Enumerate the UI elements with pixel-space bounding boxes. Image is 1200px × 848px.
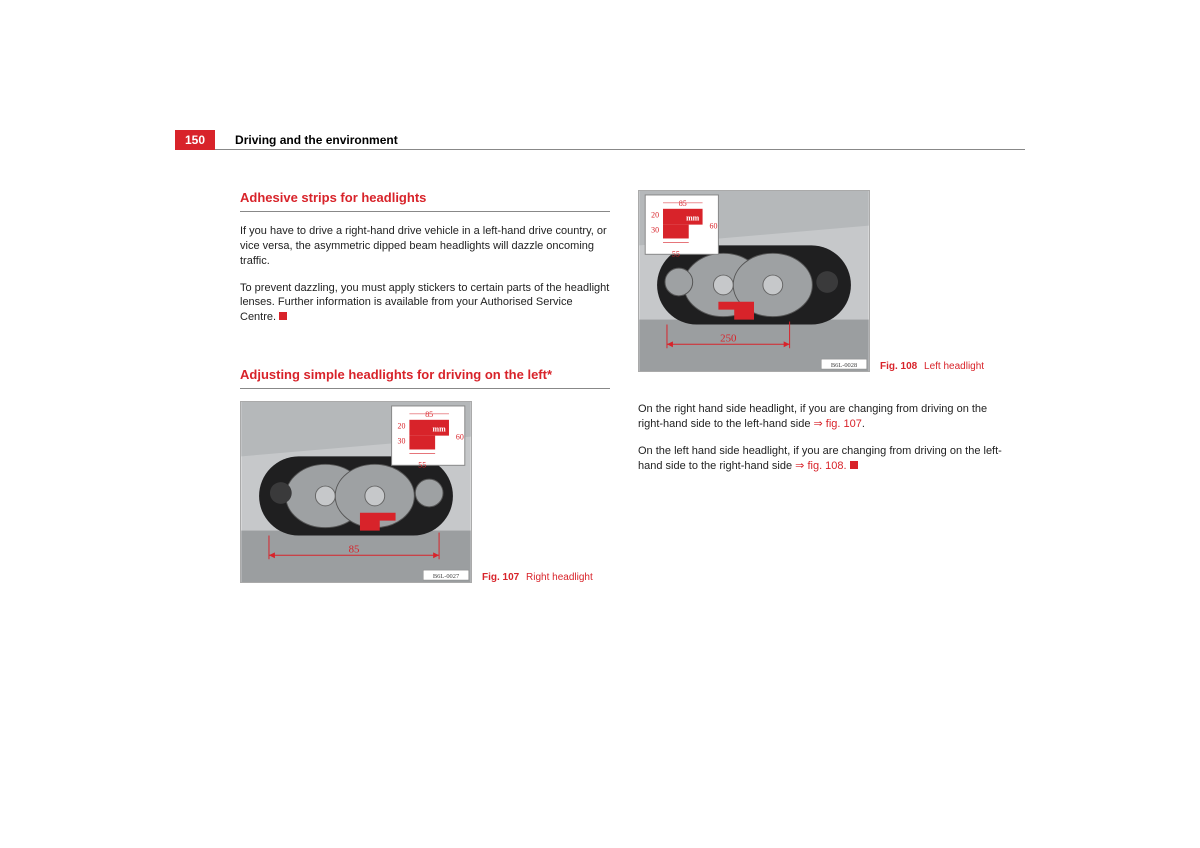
page-number: 150 (175, 130, 215, 150)
svg-text:B6L-0027: B6L-0027 (433, 573, 460, 580)
figure-number: Fig. 108 (880, 361, 917, 372)
svg-text:mm: mm (686, 214, 700, 223)
svg-text:250: 250 (720, 332, 737, 344)
right-column: 250 B6L-0028 mm 85 55 20 30 60 Fig. 108 Left he… (638, 190, 1008, 595)
heading-adjusting-headlights: Adjusting simple headlights for driving … (240, 367, 610, 389)
svg-text:60: 60 (709, 222, 717, 231)
page-header: 150 Driving and the environment (175, 130, 1025, 150)
figure-107-image: 85 B6L-0027 mm 85 55 20 30 60 (240, 401, 472, 583)
svg-text:55: 55 (672, 249, 680, 258)
figure-108-image: 250 B6L-0028 mm 85 55 20 30 60 (638, 190, 870, 372)
svg-text:55: 55 (418, 460, 426, 469)
svg-text:85: 85 (349, 543, 360, 555)
figure-108-caption: Fig. 108 Left headlight (880, 361, 984, 372)
paragraph-text: To prevent dazzling, you must apply stic… (240, 282, 609, 324)
figure-number: Fig. 107 (482, 572, 519, 583)
left-column: Adhesive strips for headlights If you ha… (240, 190, 610, 595)
svg-text:20: 20 (651, 211, 659, 220)
paragraph: To prevent dazzling, you must apply stic… (240, 281, 610, 326)
section-end-icon (279, 312, 287, 320)
svg-text:30: 30 (651, 226, 659, 235)
figure-107-wrap: 85 B6L-0027 mm 85 55 20 30 60 Fig. 107 Right he… (240, 401, 610, 583)
figure-description: Left headlight (924, 361, 984, 372)
paragraph-text: . (862, 418, 865, 430)
paragraph: If you have to drive a right-hand drive … (240, 224, 610, 269)
svg-text:mm: mm (432, 425, 446, 434)
svg-text:20: 20 (398, 422, 406, 431)
figure-description: Right headlight (526, 572, 593, 583)
content-area: Adhesive strips for headlights If you ha… (240, 190, 1025, 595)
figure-108-wrap: 250 B6L-0028 mm 85 55 20 30 60 Fig. 108 Left he… (638, 190, 1008, 372)
paragraph: On the left hand side headlight, if you … (638, 444, 1008, 474)
paragraph: On the right hand side headlight, if you… (638, 402, 1008, 432)
heading-adhesive-strips: Adhesive strips for headlights (240, 190, 610, 212)
svg-text:30: 30 (398, 437, 406, 446)
figure-reference: ⇒ fig. 107 (814, 418, 862, 430)
section-title: Driving and the environment (235, 133, 398, 147)
svg-text:60: 60 (456, 433, 464, 442)
figure-reference: ⇒ fig. 108. (795, 460, 846, 472)
svg-text:85: 85 (425, 410, 433, 419)
figure-107-caption: Fig. 107 Right headlight (482, 572, 593, 583)
section-end-icon (850, 461, 858, 469)
svg-text:85: 85 (679, 199, 687, 208)
svg-text:B6L-0028: B6L-0028 (831, 362, 857, 369)
